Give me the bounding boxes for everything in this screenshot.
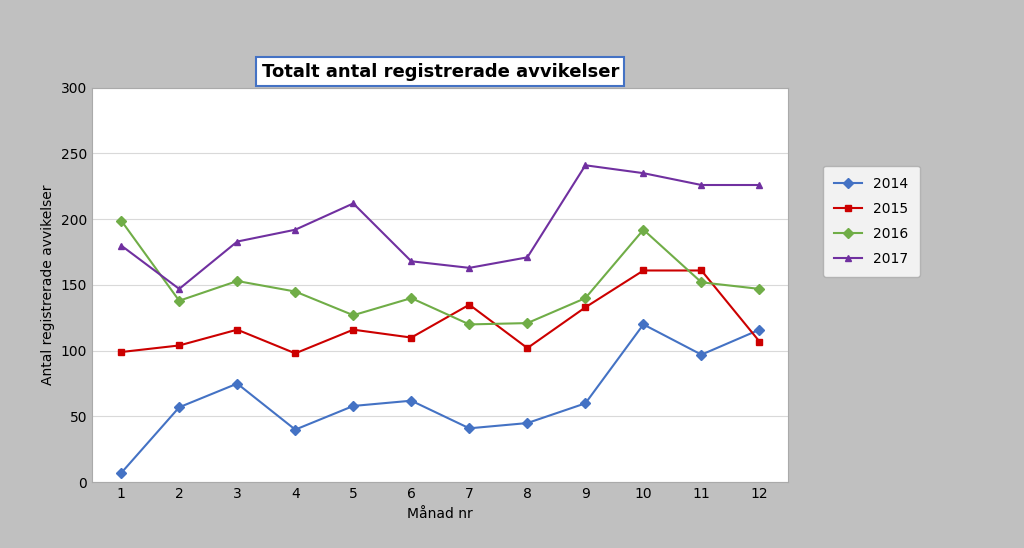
2017 — [754, 182, 766, 189]
2017 — [521, 254, 534, 261]
2017 — [231, 238, 244, 245]
2015 — [463, 301, 475, 308]
2017 — [406, 258, 418, 265]
2016 — [231, 278, 244, 284]
Title: Totalt antal registrerade avvikelser: Totalt antal registrerade avvikelser — [262, 62, 618, 81]
2017 — [115, 242, 127, 249]
2014 — [231, 380, 244, 387]
2014 — [521, 420, 534, 426]
2015 — [231, 327, 244, 333]
2016 — [463, 321, 475, 328]
2015 — [347, 327, 359, 333]
2016 — [580, 295, 592, 301]
2017 — [695, 182, 708, 189]
2016 — [406, 295, 418, 301]
Y-axis label: Antal registrerade avvikelser: Antal registrerade avvikelser — [41, 185, 55, 385]
2016 — [289, 288, 301, 295]
2014 — [637, 321, 649, 328]
2014 — [347, 403, 359, 409]
2016 — [637, 226, 649, 233]
2015 — [289, 350, 301, 357]
2017 — [289, 226, 301, 233]
2015 — [580, 304, 592, 311]
2016 — [115, 217, 127, 224]
2014 — [580, 400, 592, 407]
2015 — [695, 267, 708, 274]
2016 — [521, 320, 534, 327]
Line: 2014: 2014 — [118, 321, 763, 477]
2017 — [637, 170, 649, 176]
2014 — [173, 404, 185, 410]
2014 — [115, 470, 127, 476]
2014 — [406, 397, 418, 404]
2017 — [580, 162, 592, 169]
2016 — [695, 279, 708, 286]
2014 — [463, 425, 475, 432]
2014 — [754, 327, 766, 333]
Line: 2015: 2015 — [118, 267, 763, 357]
2017 — [347, 200, 359, 207]
2017 — [463, 265, 475, 271]
2015 — [115, 349, 127, 355]
2017 — [173, 286, 185, 292]
2016 — [754, 286, 766, 292]
2016 — [347, 312, 359, 318]
2015 — [637, 267, 649, 274]
X-axis label: Månad nr: Månad nr — [408, 507, 473, 521]
2015 — [406, 334, 418, 341]
Legend: 2014, 2015, 2016, 2017: 2014, 2015, 2016, 2017 — [823, 165, 920, 277]
Line: 2016: 2016 — [118, 217, 763, 328]
2015 — [521, 345, 534, 351]
2014 — [289, 426, 301, 433]
2015 — [754, 338, 766, 345]
2015 — [173, 342, 185, 349]
2014 — [695, 351, 708, 358]
Line: 2017: 2017 — [118, 162, 763, 293]
2016 — [173, 298, 185, 304]
